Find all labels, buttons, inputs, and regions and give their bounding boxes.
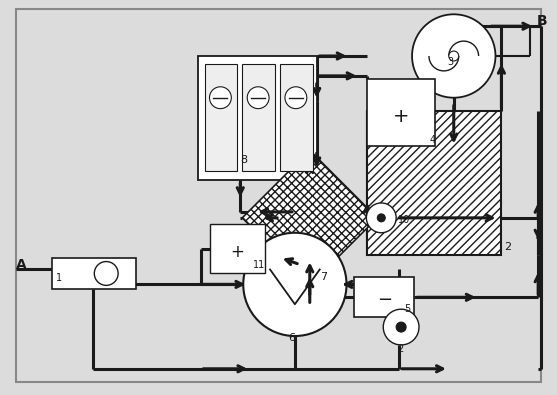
Text: 3: 3 <box>448 57 454 67</box>
Text: 11: 11 <box>253 260 266 271</box>
Bar <box>280 64 313 171</box>
Circle shape <box>209 87 231 109</box>
Circle shape <box>94 261 118 285</box>
Circle shape <box>377 214 385 222</box>
Text: 1: 1 <box>56 273 62 283</box>
Circle shape <box>367 203 396 233</box>
Bar <box>368 111 501 255</box>
Circle shape <box>412 14 496 98</box>
Text: 10: 10 <box>398 215 411 225</box>
Bar <box>204 64 237 171</box>
Text: −: − <box>377 291 392 309</box>
Bar <box>368 79 435 147</box>
Text: 2: 2 <box>505 242 511 252</box>
Circle shape <box>449 51 459 61</box>
Text: 4: 4 <box>430 135 436 145</box>
Text: A: A <box>16 258 27 273</box>
Bar <box>211 224 265 273</box>
Text: +: + <box>231 243 244 261</box>
Bar <box>198 56 317 180</box>
Text: 2: 2 <box>397 344 403 354</box>
Text: B: B <box>537 14 548 28</box>
Text: 6: 6 <box>289 333 295 343</box>
Circle shape <box>285 87 307 109</box>
Text: 7: 7 <box>320 273 327 282</box>
Bar <box>242 64 275 171</box>
Circle shape <box>243 233 346 336</box>
Bar <box>52 258 136 290</box>
Circle shape <box>247 87 269 109</box>
Text: 8: 8 <box>241 155 248 165</box>
Circle shape <box>383 309 419 345</box>
Bar <box>354 277 414 317</box>
Text: +: + <box>393 107 409 126</box>
Text: 5: 5 <box>404 304 411 314</box>
Polygon shape <box>242 150 377 285</box>
Circle shape <box>396 322 406 332</box>
